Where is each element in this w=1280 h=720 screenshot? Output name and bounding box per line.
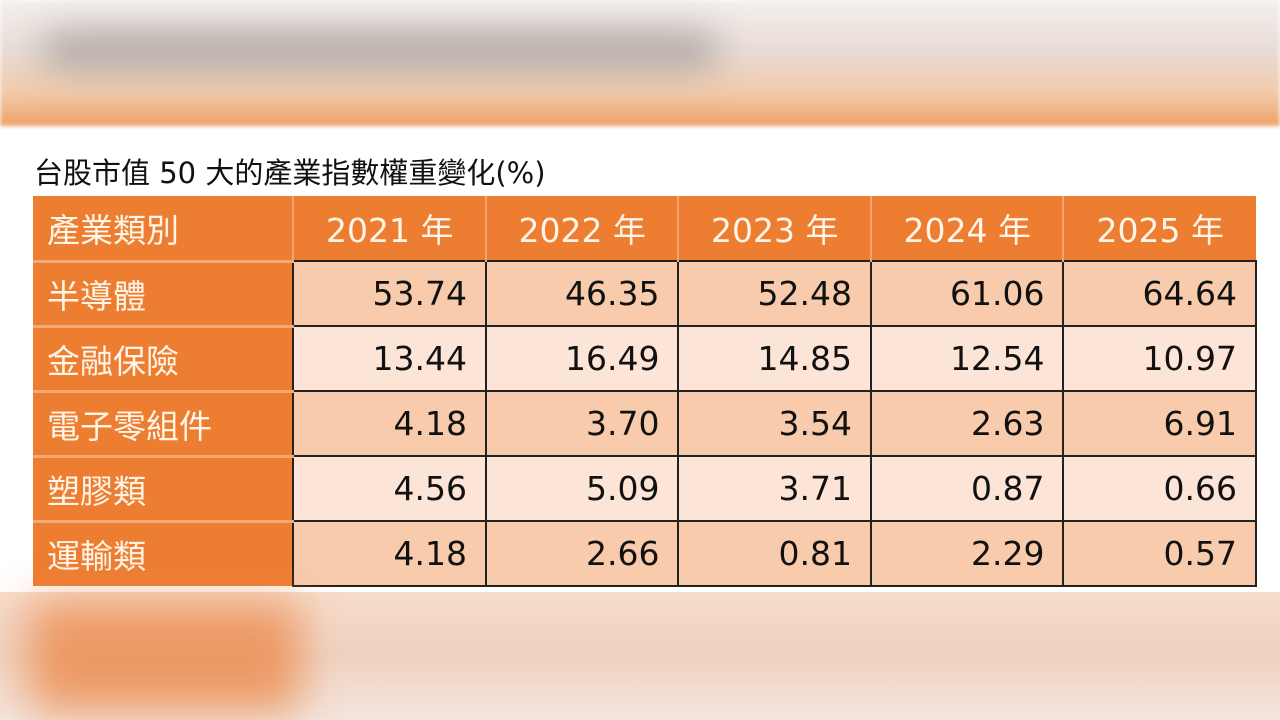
value-cell: 16.49: [484, 325, 680, 392]
value-cell: 52.48: [677, 260, 872, 327]
value-cell: 12.54: [869, 325, 1065, 392]
value-cell: 0.81: [677, 520, 872, 587]
table-row: 半導體 53.74 46.35 52.48 61.06 64.64: [33, 259, 1257, 327]
value-cell: 5.09: [484, 455, 680, 522]
value-cell: 6.91: [1062, 390, 1257, 457]
value-cell: 13.44: [292, 325, 487, 392]
value-cell: 0.87: [869, 455, 1065, 522]
column-header-year: 2023 年: [677, 196, 871, 261]
table-row: 電子零組件 4.18 3.70 3.54 2.63 6.91: [33, 389, 1257, 457]
value-cell: 0.57: [1062, 520, 1257, 587]
value-cell: 0.66: [1062, 455, 1257, 522]
table-row: 運輸類 4.18 2.66 0.81 2.29 0.57: [33, 519, 1257, 587]
row-category: 金融保險: [33, 324, 294, 391]
column-header-year: 2021 年: [292, 196, 486, 261]
industry-weight-table: 產業類別 2021 年 2022 年 2023 年 2024 年 2025 年 半導體 53…: [33, 196, 1257, 587]
blurred-background-top: [0, 0, 1280, 126]
value-cell: 10.97: [1062, 325, 1257, 392]
table-title: 台股市值 50 大的產業指數權重變化(%): [34, 156, 546, 190]
value-cell: 53.74: [292, 260, 487, 327]
column-header-year: 2024 年: [869, 196, 1064, 261]
column-header-year: 2025 年: [1062, 196, 1256, 261]
column-header-year: 2022 年: [484, 196, 679, 261]
row-category: 塑膠類: [33, 454, 294, 521]
value-cell: 4.18: [292, 390, 487, 457]
table-row: 金融保險 13.44 16.49 14.85 12.54 10.97: [33, 324, 1257, 392]
value-cell: 64.64: [1062, 260, 1257, 327]
value-cell: 2.66: [484, 520, 680, 587]
value-cell: 4.18: [292, 520, 487, 587]
value-cell: 4.56: [292, 455, 487, 522]
value-cell: 3.70: [484, 390, 680, 457]
column-header-category: 產業類別: [33, 196, 294, 261]
value-cell: 14.85: [677, 325, 872, 392]
row-category: 運輸類: [33, 519, 294, 586]
value-cell: 46.35: [484, 260, 680, 327]
header-row: 產業類別 2021 年 2022 年 2023 年 2024 年 2025 年: [33, 196, 1256, 261]
row-category: 半導體: [33, 259, 294, 326]
value-cell: 3.71: [677, 455, 872, 522]
row-category: 電子零組件: [33, 389, 294, 456]
value-cell: 61.06: [869, 260, 1065, 327]
value-cell: 3.54: [677, 390, 872, 457]
table-row: 塑膠類 4.56 5.09 3.71 0.87 0.66: [33, 454, 1257, 522]
blurred-background-bottom: [0, 592, 1280, 720]
value-cell: 2.29: [869, 520, 1065, 587]
value-cell: 2.63: [869, 390, 1065, 457]
